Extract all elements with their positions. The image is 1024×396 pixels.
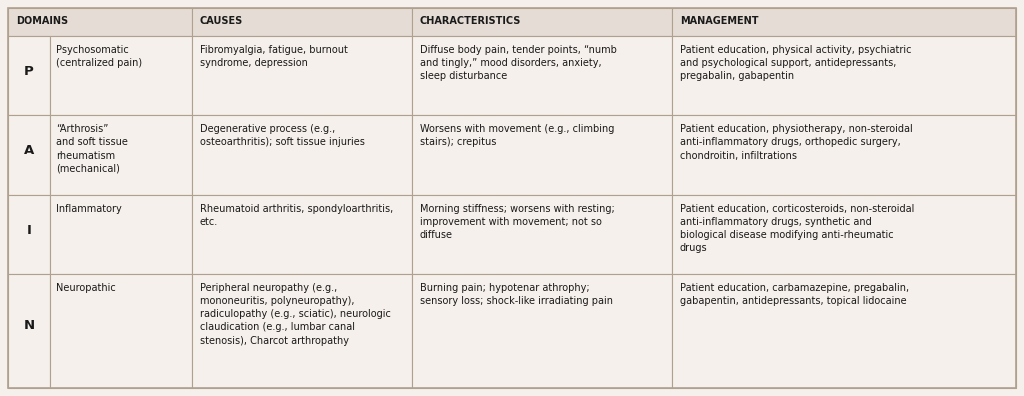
Text: Neuropathic: Neuropathic — [56, 283, 116, 293]
Bar — [8, 36, 50, 115]
Bar — [50, 36, 193, 115]
Bar — [193, 115, 412, 194]
Text: A: A — [24, 145, 34, 158]
Bar — [50, 115, 193, 194]
Bar — [193, 194, 412, 274]
Text: Burning pain; hypotenar athrophy;
sensory loss; shock-like irradiating pain: Burning pain; hypotenar athrophy; sensor… — [420, 283, 613, 306]
Text: Rheumatoid arthritis, spondyloarthritis,
etc.: Rheumatoid arthritis, spondyloarthritis,… — [200, 204, 393, 227]
Bar — [672, 115, 1016, 194]
Text: CHARACTERISTICS: CHARACTERISTICS — [420, 16, 521, 26]
Bar — [672, 274, 1016, 388]
Bar — [672, 8, 1016, 36]
Text: MANAGEMENT: MANAGEMENT — [680, 16, 759, 26]
Bar — [193, 36, 412, 115]
Bar — [8, 115, 50, 194]
Text: Worsens with movement (e.g., climbing
stairs); crepitus: Worsens with movement (e.g., climbing st… — [420, 124, 614, 147]
Bar — [412, 8, 672, 36]
Bar — [193, 274, 412, 388]
Text: Diffuse body pain, tender points, “numb
and tingly,” mood disorders, anxiety,
sl: Diffuse body pain, tender points, “numb … — [420, 45, 616, 82]
Bar — [672, 36, 1016, 115]
Bar — [8, 8, 193, 36]
Text: N: N — [24, 319, 35, 332]
Text: I: I — [27, 224, 32, 237]
Bar — [672, 194, 1016, 274]
Bar — [50, 194, 193, 274]
Text: Patient education, physical activity, psychiatric
and psychological support, ant: Patient education, physical activity, ps… — [680, 45, 911, 82]
Text: Fibromyalgia, fatigue, burnout
syndrome, depression: Fibromyalgia, fatigue, burnout syndrome,… — [200, 45, 348, 68]
Bar — [412, 274, 672, 388]
Text: Degenerative process (e.g.,
osteoarthritis); soft tissue injuries: Degenerative process (e.g., osteoarthrit… — [200, 124, 365, 147]
Bar — [8, 274, 50, 388]
Bar — [412, 36, 672, 115]
Bar — [50, 274, 193, 388]
Text: Patient education, carbamazepine, pregabalin,
gabapentin, antidepressants, topic: Patient education, carbamazepine, pregab… — [680, 283, 909, 306]
Text: Peripheral neuropathy (e.g.,
mononeuritis, polyneuropathy),
radiculopathy (e.g.,: Peripheral neuropathy (e.g., mononeuriti… — [200, 283, 391, 346]
Text: “Arthrosis”
and soft tissue
rheumatism
(mechanical): “Arthrosis” and soft tissue rheumatism (… — [56, 124, 128, 174]
Bar — [412, 194, 672, 274]
Text: CAUSES: CAUSES — [200, 16, 244, 26]
Text: P: P — [25, 65, 34, 78]
Text: DOMAINS: DOMAINS — [16, 16, 69, 26]
Text: Patient education, corticosteroids, non-steroidal
anti-inflammatory drugs, synth: Patient education, corticosteroids, non-… — [680, 204, 914, 253]
Bar — [193, 8, 412, 36]
Text: Morning stiffness; worsens with resting;
improvement with movement; not so
diffu: Morning stiffness; worsens with resting;… — [420, 204, 614, 240]
Text: Patient education, physiotherapy, non-steroidal
anti-inflammatory drugs, orthope: Patient education, physiotherapy, non-st… — [680, 124, 912, 161]
Text: Inflammatory: Inflammatory — [56, 204, 122, 213]
Bar — [412, 115, 672, 194]
Text: Psychosomatic
(centralized pain): Psychosomatic (centralized pain) — [56, 45, 142, 68]
Bar — [8, 194, 50, 274]
